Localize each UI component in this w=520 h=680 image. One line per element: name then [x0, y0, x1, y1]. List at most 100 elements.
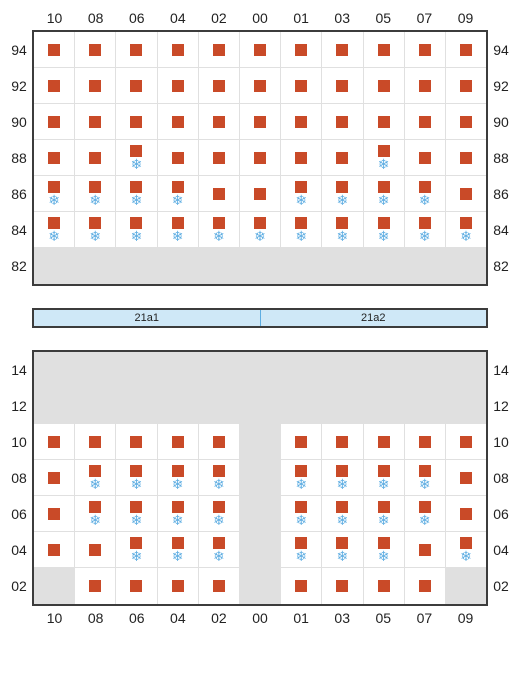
rack-cell: [75, 568, 116, 604]
unit-icon: [89, 44, 101, 56]
rack-cell: [158, 104, 199, 140]
rack-cell: [364, 68, 405, 104]
row-label: 12: [8, 398, 30, 414]
rack-cell: ❄: [75, 460, 116, 496]
rack-cell: ❄: [281, 532, 322, 568]
unit-icon: [336, 116, 348, 128]
unit-icon: [48, 436, 60, 448]
rack-cell: [116, 68, 157, 104]
snowflake-icon: ❄: [172, 194, 184, 206]
rack-cell: [34, 104, 75, 140]
rack-cell: ❄: [322, 460, 363, 496]
grid-row: 0606❄❄❄❄❄❄❄❄: [34, 496, 486, 532]
rack-cell: ❄: [322, 176, 363, 212]
empty-cell: [322, 388, 363, 424]
empty-cell: [116, 352, 157, 388]
unit-icon: [89, 80, 101, 92]
column-label: 09: [445, 610, 486, 626]
rack-cell: ❄: [405, 176, 446, 212]
unit-icon: [419, 544, 431, 556]
empty-cell: [446, 248, 486, 284]
row-label: 88: [8, 150, 30, 166]
rack-cell: [446, 176, 486, 212]
unit-icon: [130, 436, 142, 448]
rack-cell: ❄: [322, 532, 363, 568]
empty-cell: [446, 352, 486, 388]
column-labels-top: 1008060402000103050709: [34, 10, 486, 26]
unit-icon: [378, 80, 390, 92]
rack-cell: [446, 460, 486, 496]
divider-label: 21a1: [34, 310, 261, 326]
snowflake-icon: ❄: [131, 550, 143, 562]
grid-row: 8484❄❄❄❄❄❄❄❄❄❄❄: [34, 212, 486, 248]
column-label: 05: [363, 610, 404, 626]
rack-cell: [446, 424, 486, 460]
unit-icon: [419, 80, 431, 92]
unit-icon: [254, 188, 266, 200]
grid-row: 0202: [34, 568, 486, 604]
rack-diagram: 1008060402000103050709 9494929290908888❄…: [0, 0, 520, 636]
unit-icon: [336, 152, 348, 164]
unit-icon: [213, 116, 225, 128]
rack-cell: [158, 32, 199, 68]
snowflake-icon: ❄: [131, 158, 143, 170]
unit-icon: [48, 80, 60, 92]
grid-row: 1010: [34, 424, 486, 460]
empty-cell: [116, 388, 157, 424]
snowflake-icon: ❄: [378, 158, 390, 170]
rack-cell: [199, 140, 240, 176]
rack-cell: ❄: [405, 496, 446, 532]
rack-cell: ❄: [116, 140, 157, 176]
rack-cell: [34, 32, 75, 68]
empty-cell: [281, 388, 322, 424]
rack-cell: [322, 32, 363, 68]
rack-cell: [281, 424, 322, 460]
rack-cell: ❄: [116, 496, 157, 532]
unit-icon: [254, 152, 266, 164]
unit-icon: [213, 44, 225, 56]
snowflake-icon: ❄: [419, 194, 431, 206]
empty-cell: [240, 496, 281, 532]
rack-cell: [199, 32, 240, 68]
empty-cell: [199, 248, 240, 284]
rack-cell: [199, 68, 240, 104]
unit-icon: [460, 508, 472, 520]
empty-cell: [240, 424, 281, 460]
unit-icon: [254, 80, 266, 92]
snowflake-icon: ❄: [337, 230, 349, 242]
column-label: 00: [239, 610, 280, 626]
snowflake-icon: ❄: [295, 230, 307, 242]
rack-cell: [158, 140, 199, 176]
column-label: 03: [322, 10, 363, 26]
rack-cell: ❄: [322, 212, 363, 248]
rack-cell: [364, 568, 405, 604]
grid-row: 8888❄❄: [34, 140, 486, 176]
rack-cell: ❄: [364, 140, 405, 176]
snowflake-icon: ❄: [131, 194, 143, 206]
rack-cell: [199, 424, 240, 460]
empty-cell: [240, 352, 281, 388]
unit-icon: [254, 44, 266, 56]
rack-cell: [281, 32, 322, 68]
rack-cell: ❄: [75, 496, 116, 532]
snowflake-icon: ❄: [48, 194, 60, 206]
rack-cell: [364, 424, 405, 460]
rack-cell: [364, 104, 405, 140]
rack-cell: [116, 424, 157, 460]
snowflake-icon: ❄: [213, 514, 225, 526]
row-label: 12: [490, 398, 512, 414]
unit-icon: [460, 116, 472, 128]
snowflake-icon: ❄: [378, 514, 390, 526]
unit-icon: [419, 152, 431, 164]
unit-icon: [48, 44, 60, 56]
rack-cell: ❄: [158, 460, 199, 496]
empty-cell: [446, 388, 486, 424]
empty-cell: [240, 248, 281, 284]
empty-cell: [364, 388, 405, 424]
grid-row: 9292: [34, 68, 486, 104]
unit-icon: [295, 116, 307, 128]
column-label: 10: [34, 610, 75, 626]
column-label: 02: [198, 10, 239, 26]
unit-icon: [48, 508, 60, 520]
empty-cell: [240, 460, 281, 496]
